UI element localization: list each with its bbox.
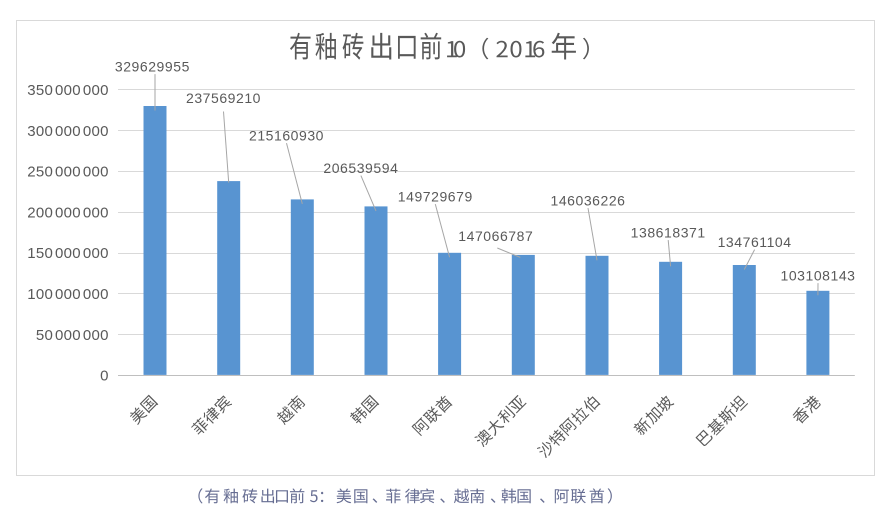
svg-text:215160930: 215160930 <box>249 128 324 144</box>
svg-text:149729679: 149729679 <box>398 189 473 205</box>
svg-text:206539594: 206539594 <box>323 160 398 176</box>
svg-text:134761104: 134761104 <box>718 234 792 250</box>
svg-text:237569210: 237569210 <box>186 90 261 106</box>
svg-text:0: 0 <box>100 368 109 385</box>
svg-text:147066787: 147066787 <box>458 228 533 244</box>
svg-text:103108143: 103108143 <box>780 268 855 284</box>
svg-text:329629955: 329629955 <box>115 59 190 75</box>
svg-text:138618371: 138618371 <box>631 225 706 241</box>
svg-text:146036226: 146036226 <box>550 193 625 209</box>
